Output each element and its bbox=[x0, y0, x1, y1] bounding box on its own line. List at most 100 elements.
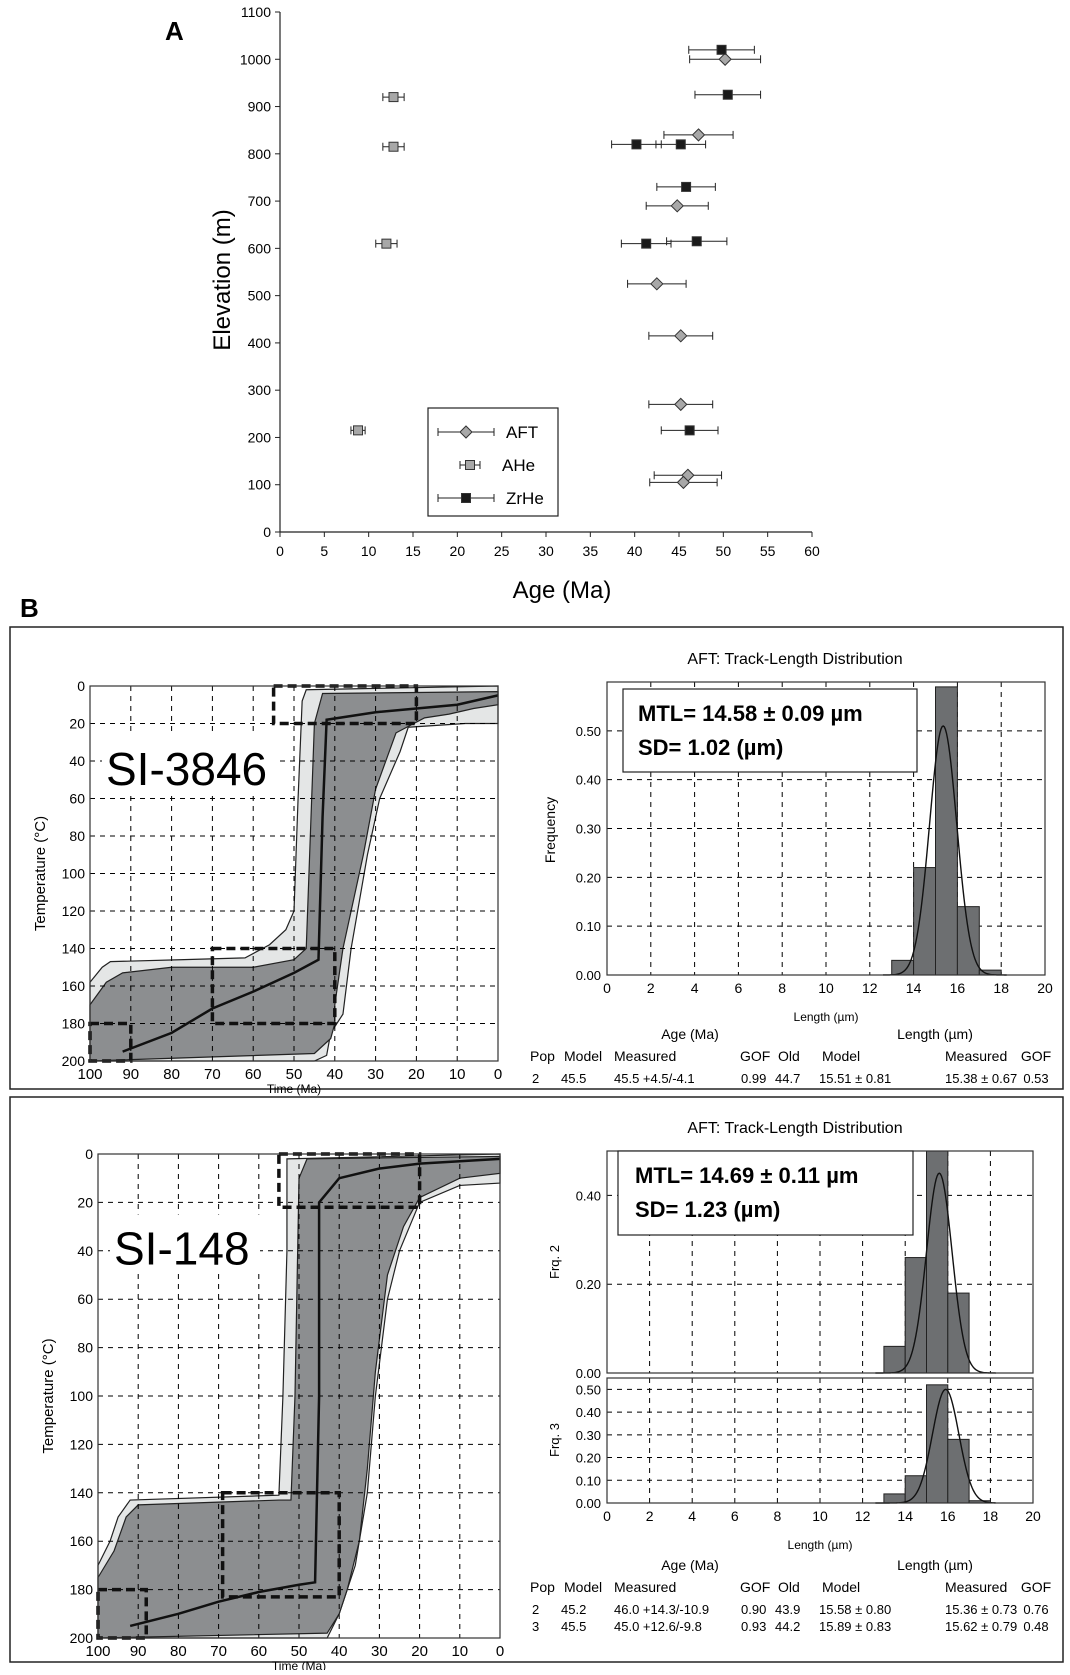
table-cell: 45.0 +12.6/-9.8 bbox=[614, 1619, 702, 1634]
best-fit-path bbox=[129, 1157, 501, 1628]
y-tick-label: 0.20 bbox=[576, 870, 601, 885]
table-group-age: Age (Ma) bbox=[661, 1026, 719, 1042]
constraint-box bbox=[220, 1491, 341, 1599]
histogram-bar bbox=[926, 1150, 949, 1374]
x-tick-label: 2 bbox=[647, 980, 655, 996]
y-tick-label: 1000 bbox=[240, 51, 271, 67]
y-tick-label: 0.50 bbox=[576, 724, 601, 739]
table-header: Model bbox=[564, 1579, 602, 1595]
y-tick-label: 0.00 bbox=[576, 1366, 601, 1381]
histogram-title: AFT: Track-Length Distribution bbox=[687, 651, 902, 668]
x-tick-label: 0 bbox=[603, 980, 611, 996]
x-tick-label: 15 bbox=[405, 543, 421, 559]
y-tick-label: 600 bbox=[248, 240, 272, 256]
data-point-square bbox=[353, 425, 364, 436]
table-cell: 0.99 bbox=[741, 1071, 766, 1086]
x-tick-label: 40 bbox=[326, 1066, 343, 1083]
y-tick-label: 0.00 bbox=[576, 1496, 601, 1511]
table-cell: 15.38 ± 0.67 bbox=[945, 1071, 1017, 1086]
plot-frame bbox=[606, 681, 1046, 976]
x-tick-label: 80 bbox=[170, 1643, 187, 1660]
x-tick-label: 45 bbox=[671, 543, 687, 559]
sd-text: SD= 1.23 (µm) bbox=[635, 1197, 780, 1222]
y-tick-label: 200 bbox=[70, 1630, 94, 1646]
y-tick-label: 0.20 bbox=[576, 1277, 601, 1292]
y-tick-label: 80 bbox=[77, 1340, 93, 1356]
data-point-diamond bbox=[459, 425, 473, 439]
table-header: Old bbox=[778, 1048, 800, 1064]
y-tick-label: 0.20 bbox=[576, 1451, 601, 1466]
x-tick-label: 8 bbox=[774, 1508, 782, 1524]
table-cell: 45.5 bbox=[561, 1619, 586, 1634]
table-header: Model bbox=[822, 1579, 860, 1595]
x-tick-label: 4 bbox=[688, 1508, 696, 1524]
histogram-bar bbox=[883, 1345, 906, 1374]
sample-label-bg bbox=[110, 1214, 260, 1273]
sample1-histogram: AFT: Track-Length Distribution 0.00 0.10 0.… bbox=[542, 651, 1053, 1024]
y-tick-label: 60 bbox=[69, 791, 85, 807]
data-point-square bbox=[631, 139, 642, 150]
y-axis-label: Temperature (°C) bbox=[40, 1338, 57, 1453]
y-tick-label: 800 bbox=[248, 146, 272, 162]
histogram-y-label: Frequency bbox=[542, 797, 558, 863]
sample2-table: Age (Ma) Length (µm) Pop Model Measured GOF Ol… bbox=[530, 1557, 1051, 1634]
x-tick-label: 30 bbox=[367, 1066, 384, 1083]
y-tick-label: 0.10 bbox=[576, 1473, 601, 1488]
x-tick-label: 35 bbox=[583, 543, 599, 559]
y-tick-label: 0.00 bbox=[576, 968, 601, 983]
x-tick-label: 20 bbox=[1025, 1508, 1041, 1524]
x-tick-label: 20 bbox=[408, 1066, 425, 1083]
x-tick-label: 30 bbox=[538, 543, 554, 559]
table-cell: 0.93 bbox=[741, 1619, 766, 1634]
x-tick-label: 55 bbox=[760, 543, 776, 559]
histogram-x-label: Length (µm) bbox=[788, 1538, 853, 1552]
legend-label: ZrHe bbox=[506, 489, 544, 508]
table-cell: 15.58 ± 0.80 bbox=[819, 1602, 891, 1617]
table-cell: 43.9 bbox=[775, 1602, 800, 1617]
x-tick-label: 10 bbox=[451, 1643, 468, 1660]
data-point-square bbox=[675, 139, 686, 150]
y-tick-label: 120 bbox=[70, 1436, 94, 1452]
y-tick-label: 0.30 bbox=[576, 822, 601, 837]
x-tick-label: 50 bbox=[716, 543, 732, 559]
y-tick-label: 500 bbox=[248, 288, 272, 304]
histogram-x-label: Length (µm) bbox=[794, 1010, 859, 1024]
fit-curve bbox=[882, 725, 1007, 976]
table-header: Measured bbox=[614, 1048, 676, 1064]
y-tick-label: 160 bbox=[62, 978, 86, 994]
data-point-square bbox=[684, 425, 695, 436]
y-tick-label: 0.30 bbox=[576, 1428, 601, 1443]
x-tick-label: 2 bbox=[646, 1508, 654, 1524]
y-tick-label: 20 bbox=[69, 716, 85, 732]
x-axis-label: Time (Ma) bbox=[267, 1082, 321, 1096]
sample-label-bg bbox=[102, 734, 278, 793]
y-tick-label: 100 bbox=[248, 477, 272, 493]
y-tick-label: 40 bbox=[77, 1243, 93, 1259]
y-tick-label: 700 bbox=[248, 193, 272, 209]
sd-text: SD= 1.02 (µm) bbox=[638, 735, 783, 760]
legend-label: AFT bbox=[506, 423, 538, 442]
data-point-square bbox=[691, 236, 702, 247]
histogram-y-label-bottom: Frq. 3 bbox=[547, 1423, 562, 1457]
table-cell: 44.2 bbox=[775, 1619, 800, 1634]
x-tick-label: 8 bbox=[778, 980, 786, 996]
y-tick-label: 100 bbox=[70, 1388, 94, 1404]
mtl-text: MTL= 14.69 ± 0.11 µm bbox=[635, 1163, 858, 1188]
x-tick-label: 12 bbox=[855, 1508, 871, 1524]
x-tick-label: 70 bbox=[204, 1066, 221, 1083]
table-cell: 0.53 bbox=[1023, 1071, 1048, 1086]
data-point-diamond bbox=[670, 199, 684, 213]
panel-a-letter: A bbox=[165, 16, 184, 46]
y-tick-label: 400 bbox=[248, 335, 272, 351]
table-cell: 2 bbox=[532, 1071, 539, 1086]
table-cell: 45.5 bbox=[561, 1071, 586, 1086]
x-tick-label: 20 bbox=[411, 1643, 428, 1660]
x-tick-label: 6 bbox=[731, 1508, 739, 1524]
y-tick-label: 900 bbox=[248, 99, 272, 115]
y-tick-label: 0 bbox=[263, 524, 271, 540]
sample-name: SI-3846 bbox=[106, 743, 267, 795]
data-point-diamond bbox=[676, 475, 691, 490]
